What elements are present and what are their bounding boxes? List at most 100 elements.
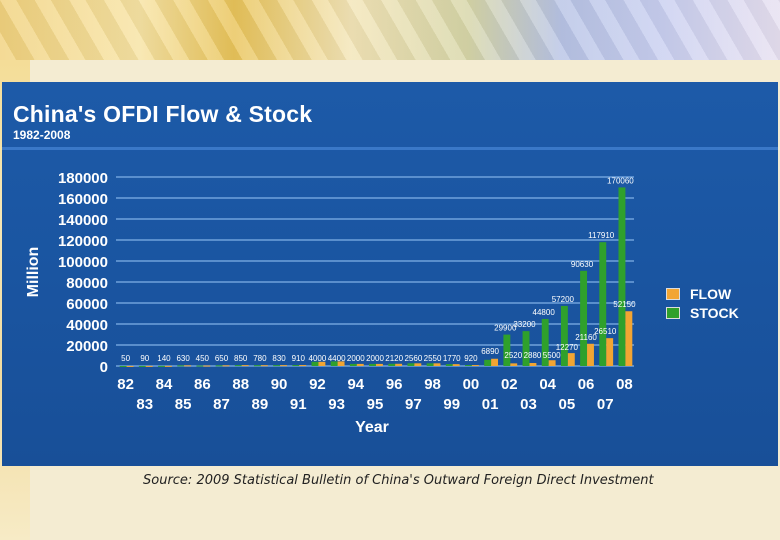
- y-tick-label: 20000: [66, 338, 108, 355]
- bar-flow-03: [529, 363, 537, 366]
- x-tick-label: 98: [424, 376, 441, 393]
- bar-flow-91: [299, 365, 307, 367]
- x-tick-label: 08: [616, 376, 633, 393]
- data-label: 650: [215, 354, 229, 363]
- bar-flow-90: [280, 365, 287, 367]
- y-tick-label: 180000: [58, 170, 108, 187]
- bar-flow-99: [452, 364, 460, 366]
- bar-flow-05: [567, 353, 575, 366]
- bar-flow-08: [625, 311, 633, 366]
- bar-flow-82: [126, 365, 134, 367]
- bar-flow-02: [510, 363, 518, 366]
- y-tick-label: 160000: [58, 191, 108, 208]
- bar-stock-02: [503, 334, 511, 366]
- x-tick-label: 06: [578, 376, 595, 393]
- bar-flow-95: [376, 363, 383, 366]
- x-tick-label: 86: [194, 376, 211, 393]
- data-label: 26510: [594, 327, 617, 336]
- y-tick-label: 0: [100, 359, 108, 376]
- legend-swatch-stock: [666, 307, 680, 319]
- bar-flow-04: [548, 360, 556, 366]
- chart-title: China's OFDI Flow & Stock: [13, 101, 313, 127]
- bar-stock-07: [599, 242, 607, 366]
- bar-stock-98: [426, 363, 434, 366]
- legend-label-flow: FLOW: [690, 286, 732, 302]
- x-tick-label: 95: [367, 396, 384, 413]
- bar-flow-85: [184, 365, 192, 367]
- data-label: 90: [140, 354, 149, 363]
- x-tick-label: 96: [386, 376, 403, 393]
- data-label: 44800: [533, 308, 556, 317]
- x-tick-label: 00: [463, 376, 480, 393]
- x-tick-label: 91: [290, 396, 307, 413]
- y-tick-label: 120000: [58, 233, 108, 250]
- data-label: 910: [292, 354, 306, 363]
- chart-subtitle: 1982-2008: [13, 128, 71, 142]
- bar-flow-87: [222, 365, 230, 367]
- y-tick-label: 100000: [58, 254, 108, 271]
- x-tick-label: 88: [232, 376, 249, 393]
- data-label: 920: [464, 354, 478, 363]
- y-tick-label: 80000: [66, 275, 108, 292]
- x-tick-label: 85: [175, 396, 192, 413]
- chart-panel: [2, 82, 778, 466]
- x-tick-label: 01: [482, 396, 499, 413]
- data-label: 2520: [504, 351, 522, 360]
- bar-stock-94: [349, 363, 357, 366]
- bar-flow-97: [414, 363, 422, 366]
- data-label: 5500: [543, 351, 561, 360]
- bar-stock-08: [618, 187, 626, 366]
- data-label: 170060: [607, 176, 634, 185]
- y-tick-label: 60000: [66, 296, 108, 313]
- bar-flow-83: [145, 365, 153, 367]
- bar-stock-84: [158, 365, 165, 367]
- x-tick-label: 90: [271, 376, 288, 393]
- bar-stock-96: [388, 363, 396, 366]
- data-label: 140: [157, 354, 171, 363]
- data-label: 850: [234, 354, 248, 363]
- x-tick-label: 07: [597, 396, 614, 413]
- y-tick-label: 140000: [58, 212, 108, 229]
- bar-stock-88: [234, 365, 242, 367]
- data-label: 4000: [309, 354, 327, 363]
- data-label: 29900: [494, 324, 517, 333]
- x-tick-label: 92: [309, 376, 326, 393]
- y-tick-label: 40000: [66, 317, 108, 334]
- x-tick-label: 02: [501, 376, 518, 393]
- data-label: 57200: [552, 295, 575, 304]
- background-decoration-top: [0, 0, 780, 60]
- data-label: 630: [176, 354, 190, 363]
- legend-label-stock: STOCK: [690, 305, 739, 321]
- x-tick-label: 87: [213, 396, 230, 413]
- bar-flow-07: [606, 338, 614, 366]
- x-tick-label: 84: [156, 376, 173, 393]
- x-tick-label: 04: [539, 376, 556, 393]
- x-tick-label: 99: [443, 396, 460, 413]
- bar-flow-00: [471, 365, 479, 367]
- bar-stock-87: [215, 365, 223, 367]
- x-tick-label: 82: [117, 376, 134, 393]
- data-label: 2000: [347, 354, 365, 363]
- y-axis-label: Million: [25, 247, 42, 298]
- bar-stock-89: [253, 365, 261, 367]
- bar-stock-00: [465, 365, 472, 367]
- bar-stock-06: [580, 270, 588, 366]
- bar-flow-93: [337, 361, 345, 366]
- x-tick-label: 94: [347, 376, 364, 393]
- title-divider: [2, 147, 778, 150]
- bar-stock-95: [369, 363, 376, 366]
- data-label: 6890: [481, 347, 499, 356]
- data-label: 21160: [575, 333, 597, 342]
- data-label: 2120: [385, 354, 403, 363]
- data-label: 4400: [328, 354, 346, 363]
- x-axis-label: Year: [355, 419, 389, 436]
- bar-flow-06: [587, 343, 594, 366]
- data-label: 2550: [424, 354, 442, 363]
- x-tick-label: 89: [252, 396, 269, 413]
- bar-flow-86: [203, 365, 211, 367]
- data-label: 1770: [443, 354, 461, 363]
- bar-flow-92: [318, 361, 326, 366]
- x-tick-label: 97: [405, 396, 422, 413]
- data-label: 52150: [613, 300, 636, 309]
- bar-flow-96: [395, 363, 403, 366]
